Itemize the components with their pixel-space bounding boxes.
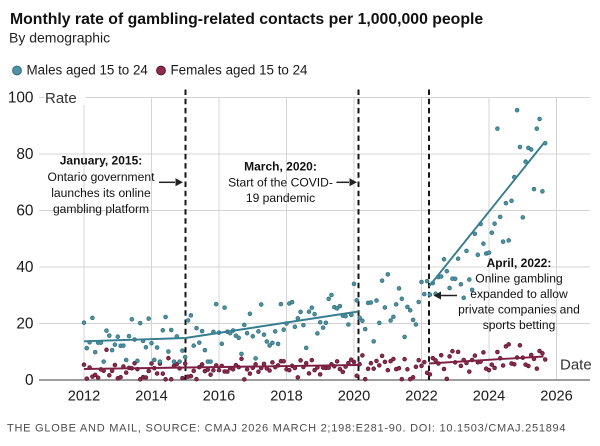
svg-text:Ontario government: Ontario government <box>48 170 156 184</box>
svg-text:20: 20 <box>16 316 33 333</box>
svg-text:2022: 2022 <box>405 389 437 405</box>
svg-text:Date: Date <box>560 357 592 374</box>
svg-text:Online gambling: Online gambling <box>475 272 562 286</box>
svg-text:60: 60 <box>16 203 33 220</box>
svg-text:Males aged 15 to 24: Males aged 15 to 24 <box>27 63 149 78</box>
svg-text:By demographic: By demographic <box>9 30 110 46</box>
svg-text:Start of the COVID-: Start of the COVID- <box>228 175 333 189</box>
svg-text:2020: 2020 <box>338 389 370 405</box>
svg-text:launches its online: launches its online <box>51 186 151 200</box>
svg-text:40: 40 <box>16 259 33 276</box>
svg-text:2018: 2018 <box>270 389 302 405</box>
svg-text:2014: 2014 <box>135 389 167 405</box>
svg-text:January, 2015:: January, 2015: <box>60 154 143 168</box>
svg-text:expanded to allow: expanded to allow <box>470 287 568 301</box>
svg-text:Rate: Rate <box>45 90 77 107</box>
svg-text:2016: 2016 <box>203 389 235 405</box>
svg-text:March, 2020:: March, 2020: <box>244 160 317 174</box>
svg-text:Monthly rate of gambling-relat: Monthly rate of gambling-related contact… <box>10 11 483 28</box>
svg-text:0: 0 <box>25 372 34 389</box>
svg-text:2024: 2024 <box>473 389 505 405</box>
svg-text:THE GLOBE AND MAIL, SOURCE: CM: THE GLOBE AND MAIL, SOURCE: CMAJ 2026 MA… <box>7 423 566 435</box>
svg-text:private companies and: private companies and <box>458 303 580 317</box>
svg-text:gambling platform: gambling platform <box>53 202 149 216</box>
svg-text:80: 80 <box>16 146 33 163</box>
svg-text:April, 2022:: April, 2022: <box>487 256 552 270</box>
svg-text:Females aged 15 to 24: Females aged 15 to 24 <box>171 63 309 78</box>
svg-text:19 pandemic: 19 pandemic <box>246 191 315 205</box>
svg-text:sports betting: sports betting <box>483 318 556 332</box>
svg-text:100: 100 <box>8 90 34 107</box>
svg-text:2012: 2012 <box>68 389 100 405</box>
svg-text:2026: 2026 <box>540 389 572 405</box>
